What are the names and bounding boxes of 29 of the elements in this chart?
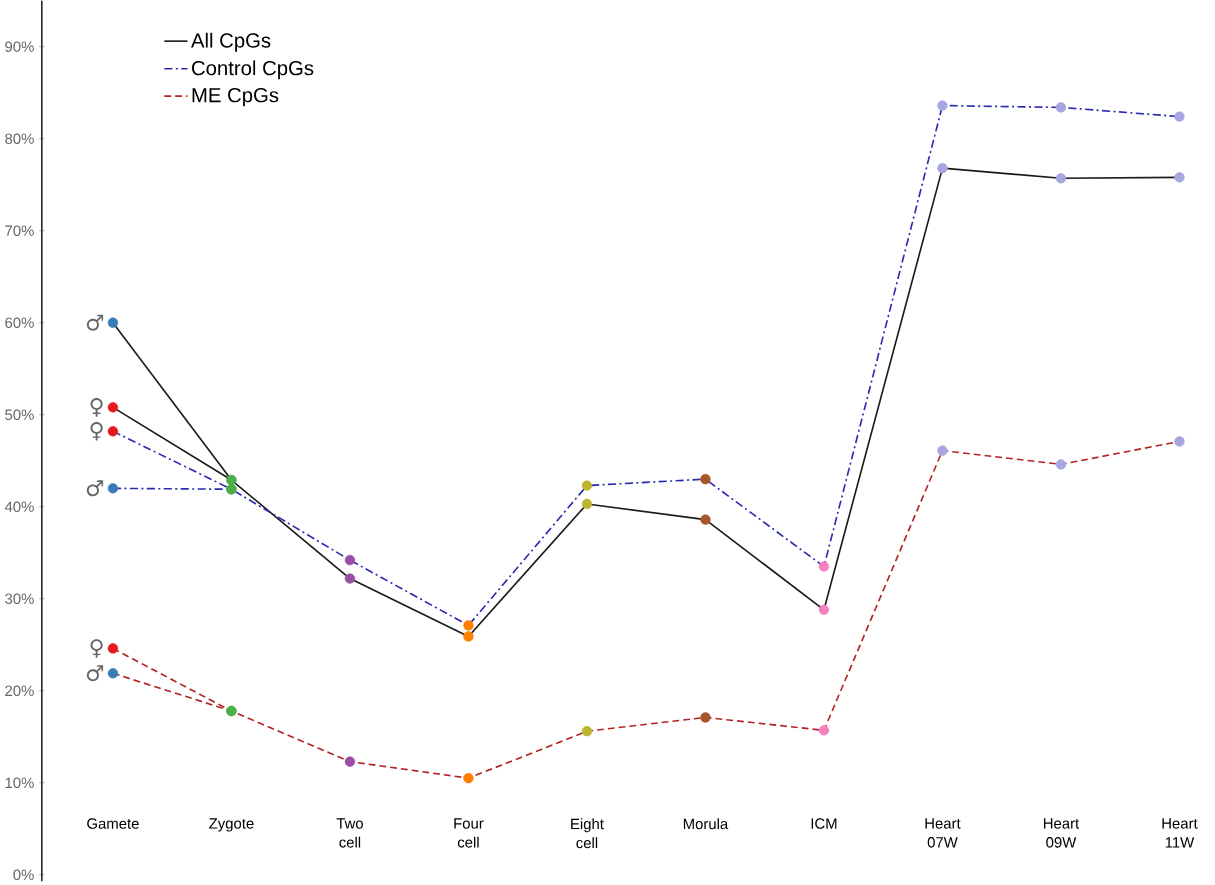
x-tick-label: Morula (683, 818, 729, 830)
y-tick-label: 40% (4, 501, 34, 513)
y-tick-label: 30% (5, 593, 34, 605)
y-tick-label: 80% (5, 133, 34, 145)
y-tick-label: 20% (5, 685, 34, 697)
x-tick-label: Heart 11W (1162, 818, 1198, 848)
annotation: ♂ (86, 480, 104, 497)
y-tick-label: 0% (13, 869, 34, 881)
y-tick-label: 10% (5, 777, 34, 789)
y-tick-label: 60% (5, 317, 34, 329)
annotation: ♀ (90, 398, 103, 417)
x-tick-label: Four cell (454, 818, 484, 848)
x-tick-label: Two cell (336, 818, 363, 848)
x-tick-label: Eight cell (571, 818, 604, 849)
annotation: ♀ (90, 422, 103, 441)
x-tick-label: Heart 09W (1043, 818, 1080, 848)
legend-label: All CpGs (191, 32, 271, 52)
y-tick-label: 70% (5, 225, 34, 237)
y-tick-label: 90% (5, 41, 34, 53)
annotation: ♂ (86, 314, 104, 331)
x-tick-label: Heart 07W (925, 818, 961, 848)
x-tick-label: ICM (811, 818, 837, 830)
annotation: ♂ (86, 665, 104, 682)
annotation: ♀ (90, 639, 103, 658)
x-tick-label: Zygote (209, 818, 254, 832)
legend-label: Control CpGs (192, 60, 314, 80)
legend-label: ME CpGs (192, 88, 279, 107)
y-tick-label: 50% (5, 409, 34, 421)
x-tick-label: Gamete (87, 818, 139, 830)
